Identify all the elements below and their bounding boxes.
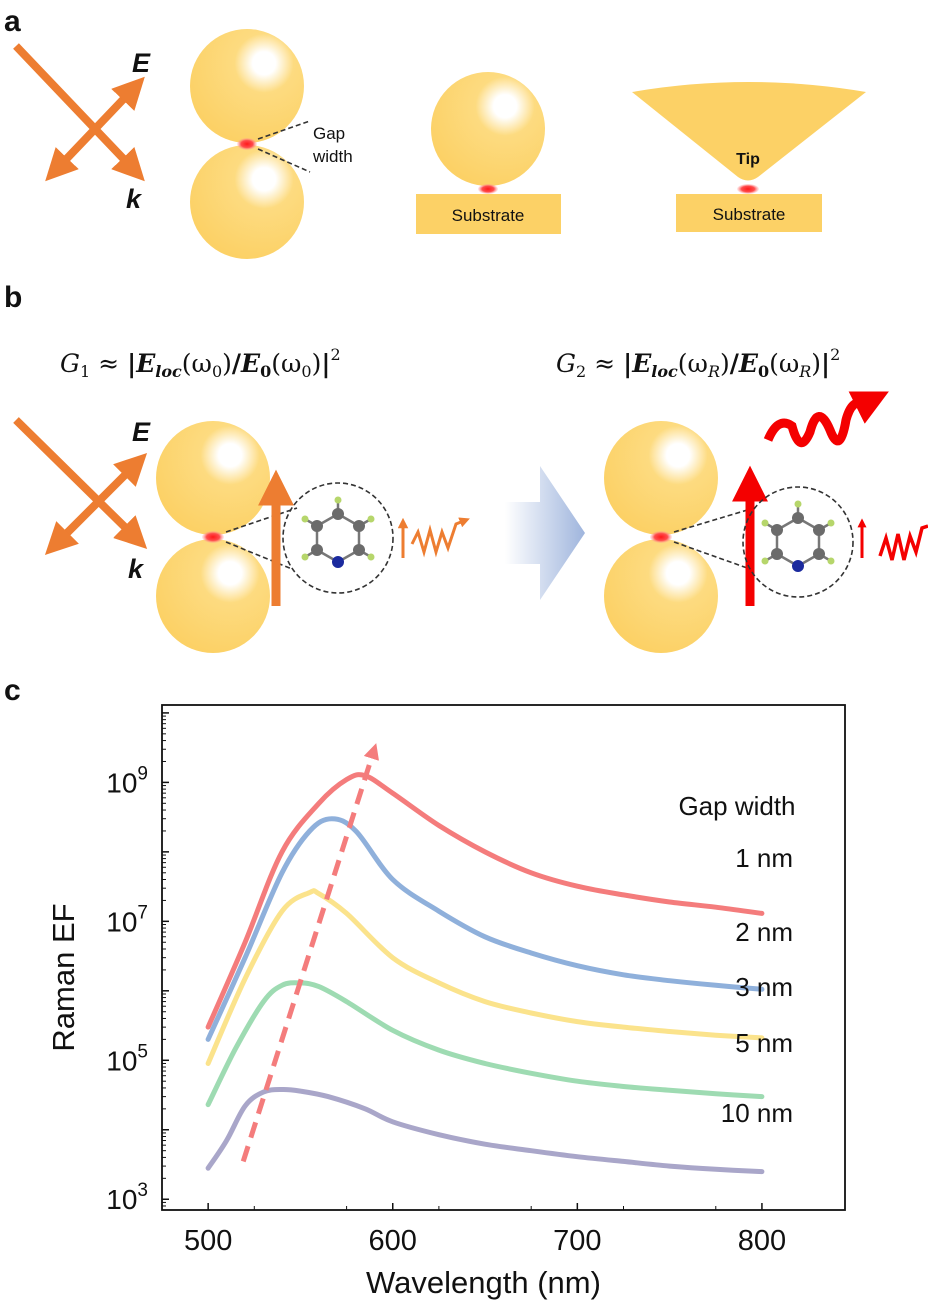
series-line-10-nm	[205, 1086, 765, 1175]
series-line-1-nm	[205, 772, 765, 1030]
wavevector-label: k	[126, 184, 143, 214]
substrate	[676, 194, 822, 232]
panel-c-label: c	[4, 674, 21, 707]
series-label: 1 nm	[735, 843, 793, 873]
pyridine-molecule	[301, 496, 375, 568]
field-label: E	[132, 417, 151, 447]
g1-equation: G1 ≈ |Eloc(ω0)/E0(ω0)|2	[60, 345, 341, 381]
gold-nanosphere-bottom	[190, 145, 304, 259]
hotspot	[237, 138, 257, 150]
zoom-line-lower	[673, 541, 751, 570]
dimer-a: Gap width	[190, 29, 353, 259]
scattered-photon-wave	[410, 517, 470, 558]
gold-nanosphere-top	[604, 421, 718, 535]
wavevector-label: k	[128, 554, 145, 584]
series-line-2-nm	[205, 816, 765, 1042]
plot-frame	[161, 704, 846, 1211]
panel-c: c 109 107 105 103 500 600 700 800 Wavelength (nm…	[4, 674, 846, 1300]
hotspot	[478, 184, 498, 194]
hotspot	[202, 531, 224, 543]
tip-label: Tip	[736, 151, 760, 168]
series-line-3-nm	[205, 888, 765, 1066]
process-arrow	[505, 466, 585, 600]
gold-nanosphere-top	[156, 421, 270, 535]
gold-nanosphere	[431, 72, 545, 186]
trend-arrow	[240, 743, 379, 1163]
enhanced-scattered-wave	[763, 391, 889, 447]
field-arrow	[44, 452, 148, 556]
polarization-arrows-a: E k	[13, 43, 151, 214]
g2-equation: G2 ≈ |Eloc(ωR)/E0(ωR)|2	[556, 345, 840, 381]
y-tick-label: 105	[106, 1041, 148, 1076]
raman-ef-chart: 109 107 105 103 500 600 700 800 Wavelength (nm) R…	[46, 704, 846, 1300]
zoom-line-lower	[225, 541, 293, 570]
hotspot	[737, 184, 759, 194]
legend-title: Gap width	[678, 791, 795, 821]
series-line-5-nm	[205, 980, 765, 1108]
x-tick-label: 500	[184, 1225, 232, 1257]
dimer-b-left	[156, 421, 470, 653]
series-label: 5 nm	[735, 1028, 793, 1058]
x-tick-label: 800	[738, 1225, 786, 1257]
gold-nanosphere-bottom	[604, 539, 718, 653]
zoom-line-upper	[225, 507, 298, 533]
series-label: 10 nm	[721, 1098, 793, 1128]
pyridine-molecule	[761, 500, 835, 572]
polarization-arrows-b: E k	[13, 417, 151, 584]
y-tick-label: 107	[106, 902, 148, 937]
molecule-zoom-circle	[742, 486, 854, 598]
panel-a: a E k Gap width Substrate Tip	[4, 5, 866, 259]
tip	[632, 82, 866, 181]
x-tick-label: 700	[553, 1225, 601, 1257]
substrate-label: Substrate	[713, 205, 786, 224]
x-axis-label: Wavelength (nm)	[366, 1265, 601, 1300]
gap-label-line2: width	[312, 147, 353, 166]
field-arrow	[45, 76, 145, 182]
y-tick-label: 103	[106, 1180, 148, 1215]
hotspot	[650, 531, 672, 543]
molecule-zoom-circle	[282, 482, 394, 594]
series-label: 3 nm	[735, 972, 793, 1002]
scattered-photon-wave	[878, 524, 928, 561]
substrate	[416, 194, 561, 234]
series-label: 2 nm	[735, 917, 793, 947]
y-tick-label: 109	[106, 763, 148, 798]
gold-nanosphere-bottom	[156, 539, 270, 653]
zoom-line-upper	[673, 507, 755, 533]
panel-a-label: a	[4, 5, 21, 38]
substrate-label: Substrate	[452, 206, 525, 225]
field-label: E	[132, 48, 151, 78]
gold-nanosphere-top	[190, 29, 304, 143]
panel-b: b G1 ≈ |Eloc(ω0)/E0(ω0)|2 G2 ≈ |Eloc(ωR)/E0(…	[4, 281, 928, 653]
panel-b-label: b	[4, 281, 22, 314]
y-axis-label: Raman EF	[46, 903, 81, 1051]
dimer-b-right	[604, 391, 928, 653]
gap-pointer-upper	[257, 120, 311, 140]
x-tick-label: 600	[369, 1225, 417, 1257]
gap-pointer-lower	[257, 148, 311, 173]
tip-on-film: Tip Substrate	[632, 82, 866, 232]
particle-on-film: Substrate	[416, 72, 561, 234]
gap-label-line1: Gap	[313, 124, 345, 143]
